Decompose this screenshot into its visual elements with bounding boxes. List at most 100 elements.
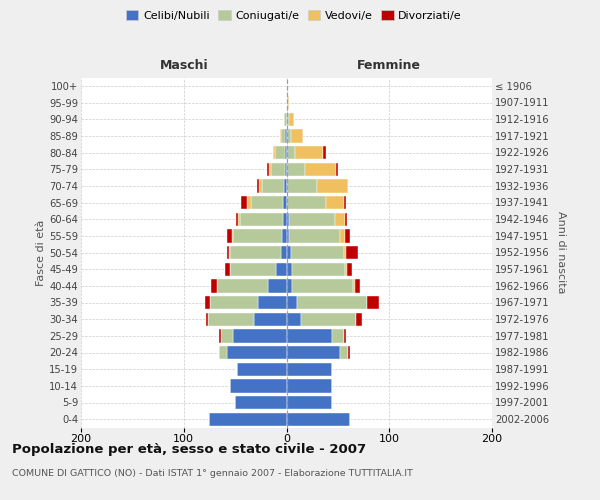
Legend: Celibi/Nubili, Coniugati/e, Vedovi/e, Divorziati/e: Celibi/Nubili, Coniugati/e, Vedovi/e, Di… <box>122 6 466 25</box>
Bar <box>235 396 287 409</box>
Bar <box>323 146 326 159</box>
Bar <box>287 212 289 226</box>
Bar <box>344 329 346 342</box>
Bar <box>257 179 259 192</box>
Text: Femmine: Femmine <box>357 59 421 72</box>
Bar <box>271 162 286 176</box>
Bar <box>276 262 287 276</box>
Bar <box>208 312 254 326</box>
Bar <box>281 129 286 142</box>
Bar <box>254 312 287 326</box>
Bar <box>232 229 233 242</box>
Bar <box>287 362 332 376</box>
Bar <box>217 279 268 292</box>
Bar <box>356 312 362 326</box>
Bar <box>340 346 348 359</box>
Bar <box>335 212 345 226</box>
Bar <box>297 296 367 309</box>
Bar <box>367 296 379 309</box>
Bar <box>218 346 227 359</box>
Bar <box>286 129 287 142</box>
Bar <box>287 296 297 309</box>
Bar <box>346 246 358 259</box>
Bar <box>355 279 361 292</box>
Bar <box>290 246 344 259</box>
Bar <box>289 229 340 242</box>
Bar <box>283 212 287 226</box>
Bar <box>230 246 281 259</box>
Bar <box>295 146 323 159</box>
Bar <box>229 246 230 259</box>
Bar <box>283 196 287 209</box>
Y-axis label: Anni di nascita: Anni di nascita <box>556 211 566 294</box>
Bar <box>289 112 293 126</box>
Bar <box>237 362 287 376</box>
Bar <box>258 296 287 309</box>
Bar <box>287 246 290 259</box>
Bar <box>233 329 287 342</box>
Bar <box>225 262 230 276</box>
Bar <box>287 112 289 126</box>
Bar <box>287 279 292 292</box>
Bar <box>227 229 232 242</box>
Bar <box>287 146 295 159</box>
Bar <box>287 162 305 176</box>
Text: COMUNE DI GATTICO (NO) - Dati ISTAT 1° gennaio 2007 - Elaborazione TUTTITALIA.IT: COMUNE DI GATTICO (NO) - Dati ISTAT 1° g… <box>12 469 413 478</box>
Bar <box>336 162 338 176</box>
Bar <box>287 229 289 242</box>
Bar <box>290 129 303 142</box>
Bar <box>286 162 287 176</box>
Bar <box>209 412 287 426</box>
Bar <box>241 196 247 209</box>
Bar <box>305 162 336 176</box>
Bar <box>275 146 286 159</box>
Bar <box>344 196 346 209</box>
Bar <box>238 212 240 226</box>
Bar <box>287 312 301 326</box>
Bar <box>281 246 287 259</box>
Bar <box>326 196 344 209</box>
Bar <box>317 179 348 192</box>
Bar <box>221 329 233 342</box>
Bar <box>211 296 258 309</box>
Bar <box>289 212 335 226</box>
Bar <box>287 129 290 142</box>
Bar <box>273 146 275 159</box>
Bar <box>345 262 347 276</box>
Bar <box>233 229 283 242</box>
Bar <box>332 329 344 342</box>
Bar <box>211 279 217 292</box>
Bar <box>205 296 211 309</box>
Bar <box>345 212 347 226</box>
Bar <box>344 246 346 259</box>
Bar <box>262 179 284 192</box>
Bar <box>259 179 262 192</box>
Bar <box>251 196 283 209</box>
Bar <box>283 229 287 242</box>
Bar <box>284 112 287 126</box>
Y-axis label: Fasce di età: Fasce di età <box>37 220 46 286</box>
Bar <box>292 279 353 292</box>
Bar <box>286 146 287 159</box>
Bar <box>206 312 208 326</box>
Bar <box>227 346 287 359</box>
Bar <box>348 346 350 359</box>
Bar <box>230 262 276 276</box>
Bar <box>287 262 292 276</box>
Bar <box>227 246 229 259</box>
Bar <box>340 229 345 242</box>
Bar <box>287 346 340 359</box>
Bar <box>269 162 271 176</box>
Bar <box>280 129 281 142</box>
Bar <box>218 329 221 342</box>
Bar <box>247 196 251 209</box>
Bar <box>287 412 350 426</box>
Bar <box>287 329 332 342</box>
Bar <box>347 262 352 276</box>
Bar <box>287 396 332 409</box>
Bar <box>287 379 332 392</box>
Bar <box>240 212 283 226</box>
Bar <box>267 162 269 176</box>
Bar <box>287 196 326 209</box>
Bar <box>287 96 289 109</box>
